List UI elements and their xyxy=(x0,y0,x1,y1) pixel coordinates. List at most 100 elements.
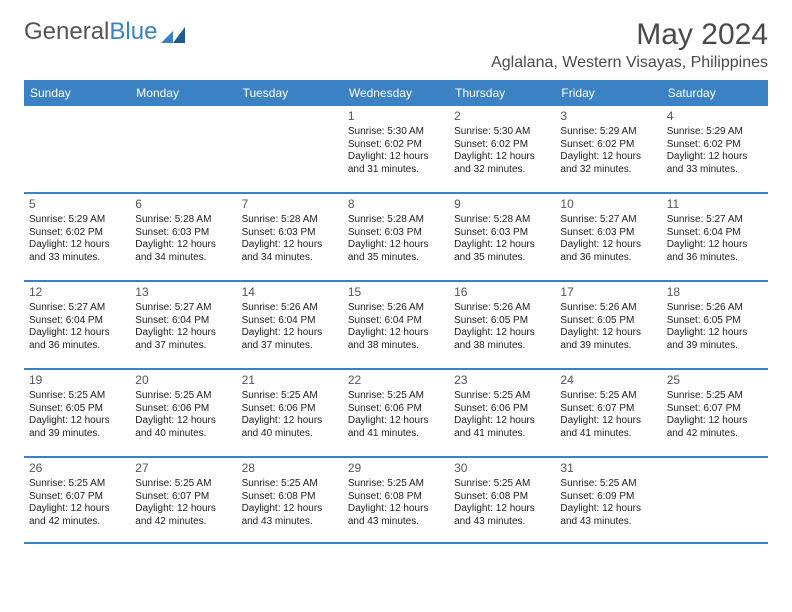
day-number: 30 xyxy=(454,461,550,476)
day-number: 27 xyxy=(135,461,231,476)
daylight-line: Daylight: 12 hours and 36 minutes. xyxy=(29,327,125,352)
day-number: 14 xyxy=(242,285,338,300)
sunrise-line: Sunrise: 5:26 AM xyxy=(560,302,656,315)
sunset-line: Sunset: 6:02 PM xyxy=(348,139,444,152)
day-number: 8 xyxy=(348,197,444,212)
sunrise-line: Sunrise: 5:28 AM xyxy=(135,214,231,227)
day-number: 29 xyxy=(348,461,444,476)
day-number: 4 xyxy=(667,109,763,124)
sunset-line: Sunset: 6:07 PM xyxy=(29,491,125,504)
sunrise-line: Sunrise: 5:27 AM xyxy=(29,302,125,315)
sunrise-line: Sunrise: 5:25 AM xyxy=(454,478,550,491)
sunrise-line: Sunrise: 5:29 AM xyxy=(560,126,656,139)
logo-text-blue: Blue xyxy=(109,18,157,46)
calendar-row: 5Sunrise: 5:29 AMSunset: 6:02 PMDaylight… xyxy=(24,192,768,280)
daylight-line: Daylight: 12 hours and 36 minutes. xyxy=(560,239,656,264)
day-number: 17 xyxy=(560,285,656,300)
day-number: 15 xyxy=(348,285,444,300)
calendar-cell: 31Sunrise: 5:25 AMSunset: 6:09 PMDayligh… xyxy=(555,458,661,542)
sunrise-line: Sunrise: 5:25 AM xyxy=(667,390,763,403)
day-header: Wednesday xyxy=(343,82,449,104)
calendar-cell: 22Sunrise: 5:25 AMSunset: 6:06 PMDayligh… xyxy=(343,370,449,456)
sunrise-line: Sunrise: 5:29 AM xyxy=(29,214,125,227)
calendar-grid: SundayMondayTuesdayWednesdayThursdayFrid… xyxy=(24,80,768,544)
calendar-cell: 15Sunrise: 5:26 AMSunset: 6:04 PMDayligh… xyxy=(343,282,449,368)
daylight-line: Daylight: 12 hours and 39 minutes. xyxy=(560,327,656,352)
sunrise-line: Sunrise: 5:25 AM xyxy=(29,478,125,491)
day-number: 18 xyxy=(667,285,763,300)
day-header: Thursday xyxy=(449,82,555,104)
sunrise-line: Sunrise: 5:25 AM xyxy=(454,390,550,403)
sunset-line: Sunset: 6:02 PM xyxy=(454,139,550,152)
sunset-line: Sunset: 6:05 PM xyxy=(454,315,550,328)
sunset-line: Sunset: 6:05 PM xyxy=(560,315,656,328)
daylight-line: Daylight: 12 hours and 32 minutes. xyxy=(560,151,656,176)
daylight-line: Daylight: 12 hours and 36 minutes. xyxy=(667,239,763,264)
sunset-line: Sunset: 6:04 PM xyxy=(242,315,338,328)
daylight-line: Daylight: 12 hours and 34 minutes. xyxy=(242,239,338,264)
day-number: 28 xyxy=(242,461,338,476)
sunrise-line: Sunrise: 5:27 AM xyxy=(560,214,656,227)
day-number: 2 xyxy=(454,109,550,124)
calendar-cell: 17 Sunrise: 5:26 AMSunset: 6:05 PMDayligh… xyxy=(555,282,661,368)
sunset-line: Sunset: 6:08 PM xyxy=(348,491,444,504)
calendar-cell: 19Sunrise: 5:25 AMSunset: 6:05 PMDayligh… xyxy=(24,370,130,456)
day-number: 3 xyxy=(560,109,656,124)
sunset-line: Sunset: 6:04 PM xyxy=(348,315,444,328)
daylight-line: Daylight: 12 hours and 35 minutes. xyxy=(454,239,550,264)
calendar-cell: 9Sunrise: 5:28 AMSunset: 6:03 PMDaylight… xyxy=(449,194,555,280)
sunrise-line: Sunrise: 5:25 AM xyxy=(348,478,444,491)
location: Aglalana, Western Visayas, Philippines xyxy=(491,54,768,72)
sunset-line: Sunset: 6:06 PM xyxy=(242,403,338,416)
calendar-body: 1Sunrise: 5:30 AMSunset: 6:02 PMDaylight… xyxy=(24,104,768,544)
calendar-row: 26Sunrise: 5:25 AMSunset: 6:07 PMDayligh… xyxy=(24,456,768,544)
sunrise-line: Sunrise: 5:28 AM xyxy=(454,214,550,227)
calendar-row: 19Sunrise: 5:25 AMSunset: 6:05 PMDayligh… xyxy=(24,368,768,456)
sunset-line: Sunset: 6:03 PM xyxy=(348,227,444,240)
calendar-cell: 2Sunrise: 5:30 AMSunset: 6:02 PMDaylight… xyxy=(449,106,555,192)
day-header: Sunday xyxy=(24,82,130,104)
calendar-row: 12Sunrise: 5:27 AMSunset: 6:04 PMDayligh… xyxy=(24,280,768,368)
day-number: 22 xyxy=(348,373,444,388)
sunrise-line: Sunrise: 5:30 AM xyxy=(348,126,444,139)
sunset-line: Sunset: 6:03 PM xyxy=(454,227,550,240)
sunset-line: Sunset: 6:02 PM xyxy=(667,139,763,152)
sunrise-line: Sunrise: 5:25 AM xyxy=(135,390,231,403)
calendar-cell: 20Sunrise: 5:25 AMSunset: 6:06 PMDayligh… xyxy=(130,370,236,456)
day-number: 23 xyxy=(454,373,550,388)
sunset-line: Sunset: 6:03 PM xyxy=(560,227,656,240)
daylight-line: Daylight: 12 hours and 41 minutes. xyxy=(560,415,656,440)
daylight-line: Daylight: 12 hours and 34 minutes. xyxy=(135,239,231,264)
daylight-line: Daylight: 12 hours and 37 minutes. xyxy=(242,327,338,352)
sunrise-line: Sunrise: 5:29 AM xyxy=(667,126,763,139)
sunrise-line: Sunrise: 5:25 AM xyxy=(29,390,125,403)
day-number: 31 xyxy=(560,461,656,476)
sunset-line: Sunset: 6:08 PM xyxy=(454,491,550,504)
sunset-line: Sunset: 6:08 PM xyxy=(242,491,338,504)
calendar-cell: 10Sunrise: 5:27 AMSunset: 6:03 PMDayligh… xyxy=(555,194,661,280)
calendar-cell: 13Sunrise: 5:27 AMSunset: 6:04 PMDayligh… xyxy=(130,282,236,368)
sunset-line: Sunset: 6:02 PM xyxy=(560,139,656,152)
day-number: 7 xyxy=(242,197,338,212)
day-number: 24 xyxy=(560,373,656,388)
sunrise-line: Sunrise: 5:25 AM xyxy=(348,390,444,403)
day-header: Friday xyxy=(555,82,661,104)
sunrise-line: Sunrise: 5:25 AM xyxy=(560,478,656,491)
calendar-cell: 14Sunrise: 5:26 AMSunset: 6:04 PMDayligh… xyxy=(237,282,343,368)
calendar-cell: 21Sunrise: 5:25 AMSunset: 6:06 PMDayligh… xyxy=(237,370,343,456)
sunset-line: Sunset: 6:06 PM xyxy=(135,403,231,416)
daylight-line: Daylight: 12 hours and 43 minutes. xyxy=(242,503,338,528)
sunset-line: Sunset: 6:07 PM xyxy=(135,491,231,504)
sunrise-line: Sunrise: 5:30 AM xyxy=(454,126,550,139)
daylight-line: Daylight: 12 hours and 37 minutes. xyxy=(135,327,231,352)
calendar-cell: 28Sunrise: 5:25 AMSunset: 6:08 PMDayligh… xyxy=(237,458,343,542)
calendar-header-row: SundayMondayTuesdayWednesdayThursdayFrid… xyxy=(24,80,768,104)
sunrise-line: Sunrise: 5:27 AM xyxy=(135,302,231,315)
calendar-cell: 1Sunrise: 5:30 AMSunset: 6:02 PMDaylight… xyxy=(343,106,449,192)
day-number: 11 xyxy=(667,197,763,212)
sunset-line: Sunset: 6:03 PM xyxy=(242,227,338,240)
calendar-cell: 18Sunrise: 5:26 AMSunset: 6:05 PMDayligh… xyxy=(662,282,768,368)
daylight-line: Daylight: 12 hours and 43 minutes. xyxy=(348,503,444,528)
sunrise-line: Sunrise: 5:27 AM xyxy=(667,214,763,227)
sunset-line: Sunset: 6:05 PM xyxy=(667,315,763,328)
